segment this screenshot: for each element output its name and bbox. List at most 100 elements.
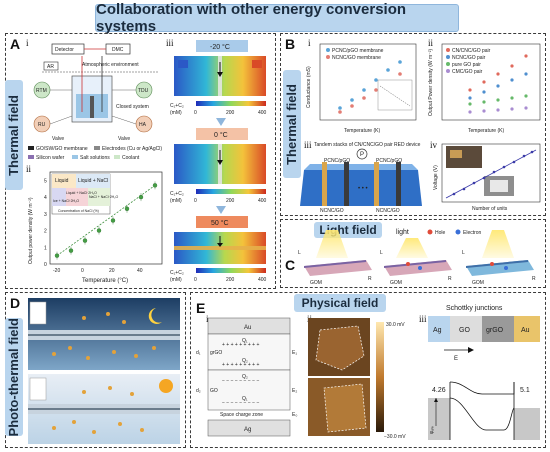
thermal-field-tab-b: Thermal field <box>283 70 301 178</box>
legend-b-i-1: NCNC/GO membrane <box>332 55 381 61</box>
space-charge-label: Space charge zone <box>220 412 263 418</box>
temp-tag-3 <box>196 216 248 228</box>
conc-label-1: C₁+C₂ <box>170 103 184 109</box>
l-label-2: L <box>462 250 465 256</box>
energy-left: 4.26 <box>432 387 446 394</box>
membrane-label-1: PCNC/pGO <box>376 158 402 164</box>
grgo-layer <box>207 333 291 371</box>
membrane-bottom-1: NCNC/GO <box>376 208 400 214</box>
temp-label-1: -20 °C <box>210 43 230 51</box>
phase-xlabel: Concentration of NaCl (%) <box>58 209 99 213</box>
chart-a-ytick: 5 <box>44 178 47 184</box>
legend-b-ii-3: CMC/GO pair <box>452 69 483 75</box>
physical-field-tab: Physical field <box>294 294 386 312</box>
colorbar-tick-1-1: 200 <box>226 110 235 116</box>
conc-unit-2: (mM) <box>170 198 182 204</box>
conc-label-3: C₁+C₂ <box>170 270 184 276</box>
chart-a-ytick: 1 <box>44 245 47 251</box>
panel-b-conductance-chart: PCNC/pGO membrane NCNC/GO membrane Condu… <box>306 43 417 134</box>
afm-scale-bottom: −30.0 mV <box>384 434 406 440</box>
panel-letter-d: D <box>10 295 21 311</box>
go-layer <box>207 369 291 411</box>
panel-a-setup-diagram: Detector DMC AR Atmospheric environment … <box>28 43 162 161</box>
phase-ice: Ice + NaCl·2H₂O <box>53 199 79 203</box>
conc-unit-3: (mM) <box>170 277 182 283</box>
closed-system-label: Closed system <box>116 104 149 110</box>
panel-e-sub-i: i <box>206 314 209 324</box>
legend-salt: Salt solutions <box>80 155 110 161</box>
panel-a-heatmaps: -20 °C C₁+C₂ (mM) 0 200 400 0 °C C₁+C₂ (… <box>170 40 267 283</box>
junction-ag <box>428 316 450 342</box>
electron-label: Electron <box>463 230 482 236</box>
temp-label-3: 50 °C <box>211 219 229 227</box>
schottky-title: Schottky junctions <box>446 305 503 312</box>
l-label-1: L <box>380 250 383 256</box>
panel-e-sub-iii: iii <box>419 314 427 324</box>
legend-coolant: Coolant <box>122 155 140 161</box>
q1-top: Q₁ <box>242 338 248 344</box>
panel-b-sub-ii: ii <box>428 38 434 48</box>
panel-letter-a: A <box>10 36 21 52</box>
panel-letter-c: C <box>285 257 296 273</box>
colorbar-tick-3-2: 400 <box>258 277 267 283</box>
page-title: Collaboration with other energy conversi… <box>95 1 459 35</box>
ar-box <box>43 61 59 71</box>
colorbar-tick-1-0: 0 <box>194 110 197 116</box>
junction-ag-label: Ag <box>433 327 442 334</box>
gom-label-2: GOM <box>472 280 484 286</box>
legend-b-ii-2: pure GO pair <box>452 62 481 68</box>
hole-label: Hole <box>435 230 446 236</box>
d1-label: d₁ <box>196 350 201 356</box>
q1-bottom: Q₁ <box>242 396 248 402</box>
chart-a-ytick: 2 <box>44 229 47 235</box>
phi-label: φₐₗₑ <box>429 426 435 434</box>
r-label-0: R <box>368 276 372 282</box>
field-label: E <box>454 356 458 362</box>
panel-d-photothermal-diagram <box>28 298 180 444</box>
chart-a-ytick: 0 <box>44 262 47 268</box>
legend-b-i-0: PCNC/pGO membrane <box>332 48 384 54</box>
chart-a-ytick: 4 <box>44 195 47 201</box>
light-label: light <box>396 229 409 236</box>
junction-au <box>514 316 540 342</box>
q2-bottom: Q₂ <box>242 374 248 380</box>
svg-text:− − − − − − − − −: − − − − − − − − − <box>222 378 259 384</box>
panel-b-power-chart: CN/CNC/GO pair NCNC/GO pair pure GO pair… <box>428 43 541 134</box>
gom-label-0: GOM <box>310 280 322 286</box>
r-label-2: R <box>532 276 536 282</box>
energy-right: 5.1 <box>520 387 530 394</box>
legend-electrodes: Electrodes (Cu or Ag/AgCl) <box>102 146 162 152</box>
e2-label: E₂ <box>292 388 297 394</box>
tdu-label: TDU <box>138 88 149 94</box>
panel-c <box>280 219 546 288</box>
panel-e <box>190 292 546 448</box>
conc-label-2: C₁+C₂ <box>170 191 184 197</box>
panel-b <box>280 33 546 216</box>
gom-label-1: GOM <box>390 280 402 286</box>
device-title: Tandem stacks of CN/CNC/GO pair RED devi… <box>314 142 421 148</box>
panel-a-sub-iii: iii <box>166 38 174 48</box>
colorbar-1 <box>196 101 266 106</box>
r-label-1: R <box>448 276 452 282</box>
phase-liquid: Liquid <box>55 178 69 184</box>
detector-label: Detector <box>55 47 74 53</box>
colorbar-tick-3-0: 0 <box>194 277 197 283</box>
svg-text:− − − − − − − − −: − − − − − − − − − <box>222 400 259 406</box>
phase-liquid-dihydrate: Liquid + NaCl·2H₂O <box>66 191 97 195</box>
temp-tag-2 <box>196 128 248 140</box>
valve-label-1: Valve <box>52 136 64 142</box>
colorbar-tick-2-2: 400 <box>258 198 267 204</box>
junction-go <box>450 316 482 342</box>
chart-a-ytick: 3 <box>44 212 47 218</box>
panel-b-device: Tandem stacks of CN/CNC/GO pair RED devi… <box>300 142 422 214</box>
atmosphere-label: Atmospheric environment <box>82 62 139 68</box>
xlabel-b-ii: Temperature (K) <box>468 128 504 134</box>
legend-wafer: Silicon wafer <box>36 155 65 161</box>
junction-grgo <box>482 316 514 342</box>
colorbar-2 <box>196 189 266 194</box>
panel-b-sub-iv: iv <box>430 140 438 150</box>
ylabel-b-ii: Output Power density (W m⁻²) <box>428 49 434 116</box>
e0-label: E₀ <box>292 412 297 418</box>
legend-membrane: GO/SW/GO membrane <box>36 146 88 152</box>
chart-a-fit-line <box>56 185 156 256</box>
